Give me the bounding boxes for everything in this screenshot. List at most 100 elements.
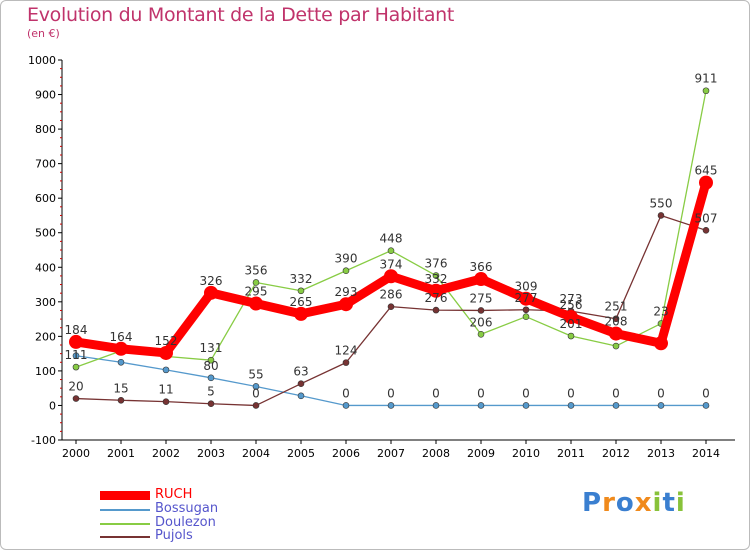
x-tick-label: 2011 (557, 447, 585, 460)
data-label: 208 (605, 315, 628, 329)
data-point (702, 402, 710, 409)
data-label: 366 (470, 260, 493, 274)
data-label: 0 (342, 386, 350, 400)
data-point (207, 374, 215, 382)
data-label: 550 (650, 196, 673, 210)
logo-letter: P (582, 488, 603, 518)
data-point (342, 402, 350, 409)
data-label: 374 (380, 257, 403, 271)
data-point (474, 272, 488, 287)
logo-letter: r (602, 488, 616, 518)
data-label: 201 (560, 317, 583, 331)
data-label: 206 (470, 315, 493, 329)
x-tick-label: 2008 (422, 447, 450, 460)
legend-label: RUCH (155, 487, 193, 502)
data-label: 0 (657, 386, 665, 400)
data-point (117, 358, 125, 366)
y-tick-label: 300 (35, 296, 56, 309)
y-tick-label: 700 (35, 158, 56, 171)
data-label: 0 (567, 386, 575, 400)
data-point (72, 352, 80, 360)
x-tick-label: 2004 (242, 447, 270, 460)
data-point (252, 383, 260, 390)
legend-swatch (100, 523, 150, 525)
data-point (522, 402, 530, 409)
data-point (384, 269, 398, 284)
data-label: 5 (207, 385, 215, 399)
data-point (72, 395, 80, 402)
data-point (339, 297, 353, 312)
data-point (207, 400, 215, 408)
data-label: 20 (68, 380, 83, 394)
data-point (702, 87, 710, 95)
data-label: 273 (560, 292, 583, 306)
data-label: 448 (380, 232, 403, 246)
legend-swatch (100, 491, 150, 500)
data-point (612, 342, 620, 350)
x-tick-label: 2005 (287, 447, 315, 460)
logo-letter: t (662, 488, 676, 518)
data-point (159, 345, 173, 360)
x-tick-label: 2010 (512, 447, 540, 460)
data-label: 0 (522, 386, 530, 400)
data-point (522, 313, 530, 320)
data-point (564, 310, 578, 325)
x-tick-label: 2006 (332, 447, 360, 460)
data-point (654, 336, 668, 351)
data-label: 356 (245, 263, 268, 277)
data-label: 0 (252, 386, 260, 400)
data-label: 276 (425, 291, 448, 305)
data-label: 309 (515, 280, 538, 294)
chart-title: Evolution du Montant de la Dette par Hab… (27, 4, 455, 26)
data-point (432, 306, 440, 314)
data-label: 184 (65, 323, 88, 337)
data-point (477, 330, 485, 338)
data-label: 332 (425, 272, 448, 286)
data-label: 251 (605, 300, 628, 314)
data-label: 275 (470, 291, 493, 305)
data-label: 11 (158, 383, 173, 397)
data-label: 15 (113, 381, 128, 395)
data-point (297, 380, 305, 387)
data-label: 295 (245, 285, 268, 299)
data-label: 111 (65, 348, 88, 362)
y-tick-label: 900 (35, 89, 56, 102)
data-point (477, 307, 485, 314)
data-label: 911 (695, 72, 718, 86)
legend-swatch (100, 536, 150, 538)
data-point (72, 363, 80, 371)
logo-letter: i (675, 488, 686, 518)
data-point (117, 396, 125, 404)
data-point (342, 267, 350, 275)
data-point (294, 306, 308, 321)
logo-letter: i (652, 488, 663, 518)
data-label: 265 (290, 295, 313, 309)
legend-label: Bossugan (155, 501, 219, 516)
data-point (567, 402, 575, 409)
y-tick-label: 800 (35, 123, 56, 136)
data-point (297, 287, 305, 295)
logo-letter: x (634, 488, 653, 518)
data-point (387, 303, 395, 310)
data-point (249, 296, 263, 311)
data-label: 80 (203, 359, 218, 373)
data-point (519, 291, 533, 306)
data-point (657, 212, 665, 219)
data-point (657, 402, 665, 409)
data-label: 23 (653, 305, 668, 319)
legend-swatch (100, 509, 150, 511)
x-tick-label: 2000 (62, 447, 90, 460)
data-label: 645 (695, 164, 718, 178)
data-label: 0 (702, 386, 710, 400)
data-label: 256 (560, 298, 583, 312)
y-axis-unit: (en €) (27, 27, 60, 40)
data-label: 390 (335, 252, 358, 266)
data-point (387, 247, 395, 254)
data-point (609, 326, 623, 341)
y-tick-label: 400 (35, 261, 56, 274)
logo-letter: o (615, 488, 635, 518)
legend-label: Doulezon (155, 515, 216, 530)
y-tick-label: 600 (35, 192, 56, 205)
data-point (252, 279, 260, 286)
y-tick-label: -100 (31, 434, 56, 447)
